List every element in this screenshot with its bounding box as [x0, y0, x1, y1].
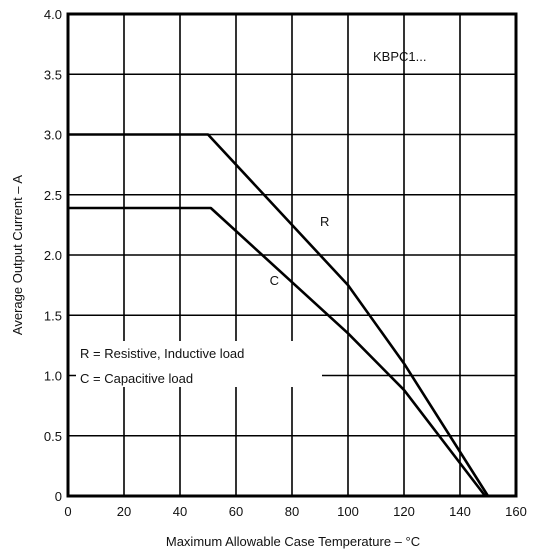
series-lines: RC	[68, 133, 490, 497]
x-tick-label: 160	[505, 504, 527, 519]
series-line-r	[68, 133, 490, 497]
y-tick-label: 4.0	[44, 7, 62, 22]
grid	[68, 14, 516, 496]
y-tick-label: 1.5	[44, 308, 62, 323]
part-label: KBPC1...	[373, 49, 426, 64]
note-capacitive: C = Capacitive load	[80, 371, 193, 386]
y-tick-label: 0	[55, 489, 62, 504]
y-tick-label: 2.0	[44, 248, 62, 263]
x-tick-label: 140	[449, 504, 471, 519]
x-tick-label: 40	[173, 504, 187, 519]
series-label-r: R	[320, 214, 329, 229]
y-tick-label: 3.0	[44, 128, 62, 143]
x-tick-label: 120	[393, 504, 415, 519]
series-label-c: C	[270, 273, 279, 288]
x-tick-label: 100	[337, 504, 359, 519]
x-tick-label: 20	[117, 504, 131, 519]
plot-frame	[66, 12, 518, 498]
notes-background	[76, 341, 322, 387]
x-tick-label: 60	[229, 504, 243, 519]
series-line-c	[68, 206, 487, 497]
x-tick-label: 80	[285, 504, 299, 519]
y-tick-label: 3.5	[44, 67, 62, 82]
tick-labels: 0 20 40 60 80 100 120 140 160 0 0.5 1.0 1.5 2.0 2.5 3.0…	[44, 7, 527, 519]
x-tick-label: 0	[64, 504, 71, 519]
y-tick-label: 2.5	[44, 188, 62, 203]
y-tick-label: 0.5	[44, 429, 62, 444]
x-axis-label: Maximum Allowable Case Temperature – °C	[166, 534, 420, 549]
note-resistive: R = Resistive, Inductive load	[80, 346, 244, 361]
y-axis-label: Average Output Current – A	[10, 175, 25, 336]
y-tick-label: 1.0	[44, 369, 62, 384]
